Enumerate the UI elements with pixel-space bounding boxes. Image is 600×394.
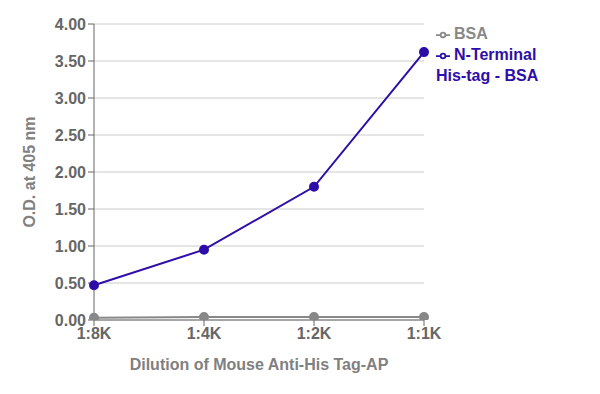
svg-text:0.50: 0.50 — [55, 275, 86, 292]
svg-text:2.00: 2.00 — [55, 164, 86, 181]
svg-text:2.50: 2.50 — [55, 127, 86, 144]
svg-text:1.50: 1.50 — [55, 201, 86, 218]
svg-text:1.00: 1.00 — [55, 238, 86, 255]
html-text:N-Terminal His-tag - BSA: N-Terminal His-tag - BSA — [436, 45, 539, 84]
svg-text:Dilution of Mouse Anti-His Tag: Dilution of Mouse Anti-His Tag-AP — [130, 356, 389, 373]
svg-text:0.00: 0.00 — [55, 312, 86, 329]
svg-text:1:1K: 1:1K — [407, 325, 442, 342]
svg-text:1:4K: 1:4K — [187, 325, 222, 342]
svg-text:3.50: 3.50 — [55, 53, 86, 70]
svg-text:O.D. at 405 nm: O.D. at 405 nm — [21, 116, 38, 227]
svg-text:1:8K: 1:8K — [76, 325, 112, 343]
svg-text:1:2K: 1:2K — [297, 325, 332, 342]
svg-text:4.00: 4.00 — [55, 16, 86, 33]
svg-text:3.00: 3.00 — [55, 90, 86, 107]
html-text:BSA: BSA — [454, 25, 488, 42]
